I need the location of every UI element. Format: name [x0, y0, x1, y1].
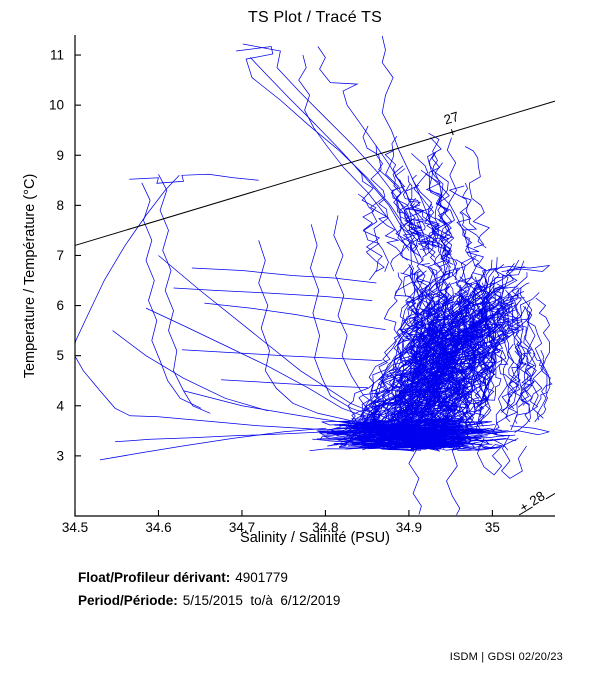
- y-axis-ticks: 3 4 5 6 7 8 9 10 11: [49, 48, 81, 463]
- float-id-line: Float/Profileur dérivant: 4901779: [78, 570, 288, 585]
- page-title: TS Plot / Tracé TS: [247, 9, 382, 26]
- svg-text:4: 4: [56, 398, 64, 413]
- period-line: Period/Période: 5/15/2015 to/à 6/12/2019: [78, 593, 340, 608]
- svg-text:3: 3: [56, 448, 64, 463]
- isopycnal-28: 28: [518, 487, 556, 516]
- svg-text:27: 27: [442, 109, 461, 128]
- svg-text:8: 8: [56, 198, 64, 213]
- svg-text:9: 9: [56, 148, 64, 163]
- svg-text:5: 5: [56, 348, 64, 363]
- float-profiles: [75, 35, 553, 516]
- float-id-label: Float/Profileur dérivant:: [78, 570, 231, 585]
- x-axis-label: Salinity / Salinité (PSU): [240, 530, 390, 546]
- svg-text:35: 35: [485, 520, 500, 535]
- svg-text:34.9: 34.9: [396, 520, 422, 535]
- x-axis-ticks: 34.5 34.6 34.7 34.8 34.9 35: [62, 510, 500, 535]
- svg-text:6: 6: [56, 298, 64, 313]
- svg-text:34.8: 34.8: [312, 520, 338, 535]
- svg-text:34.7: 34.7: [229, 520, 255, 535]
- svg-text:10: 10: [49, 98, 64, 113]
- period-label: Period/Période:: [78, 593, 178, 608]
- y-axis-label: Temperature / Température (°C): [22, 173, 38, 379]
- isopycnal-27: 27: [74, 100, 556, 246]
- float-id-value: 4901779: [235, 570, 288, 585]
- svg-text:11: 11: [50, 48, 64, 63]
- svg-text:34.5: 34.5: [62, 520, 88, 535]
- credit-stamp: ISDM | GDSI 02/20/23: [449, 651, 563, 663]
- svg-text:34.6: 34.6: [145, 520, 171, 535]
- svg-text:28: 28: [527, 488, 548, 509]
- period-value: 5/15/2015 to/à 6/12/2019: [182, 593, 341, 608]
- svg-text:7: 7: [56, 248, 64, 263]
